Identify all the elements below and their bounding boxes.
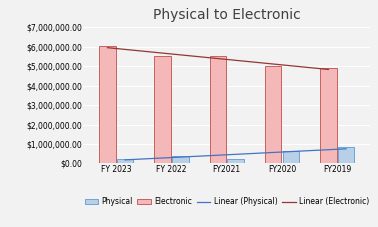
- Bar: [320, 68, 337, 163]
- Bar: [99, 46, 116, 163]
- Title: Physical to Electronic: Physical to Electronic: [153, 8, 301, 22]
- Bar: [227, 159, 244, 163]
- Linear (Electronic): [326, 68, 331, 71]
- Bar: [265, 66, 282, 163]
- Bar: [117, 159, 133, 163]
- Bar: [338, 147, 355, 163]
- Linear (Physical): [123, 158, 127, 161]
- Linear (Physical): [178, 156, 183, 158]
- Bar: [172, 156, 189, 163]
- Linear (Electronic): [271, 63, 276, 65]
- Linear (Electronic): [105, 46, 110, 49]
- Bar: [210, 57, 226, 163]
- Linear (Electronic): [160, 52, 165, 54]
- Legend: Physical, Electronic, Linear (Physical), Linear (Electronic): Physical, Electronic, Linear (Physical),…: [85, 197, 369, 206]
- Linear (Physical): [233, 153, 238, 156]
- Linear (Physical): [289, 150, 293, 153]
- Linear (Physical): [344, 148, 349, 150]
- Bar: [283, 151, 299, 163]
- Bar: [155, 57, 171, 163]
- Line: Linear (Physical): Linear (Physical): [125, 149, 346, 160]
- Line: Linear (Electronic): Linear (Electronic): [107, 48, 328, 69]
- Linear (Electronic): [216, 57, 220, 60]
